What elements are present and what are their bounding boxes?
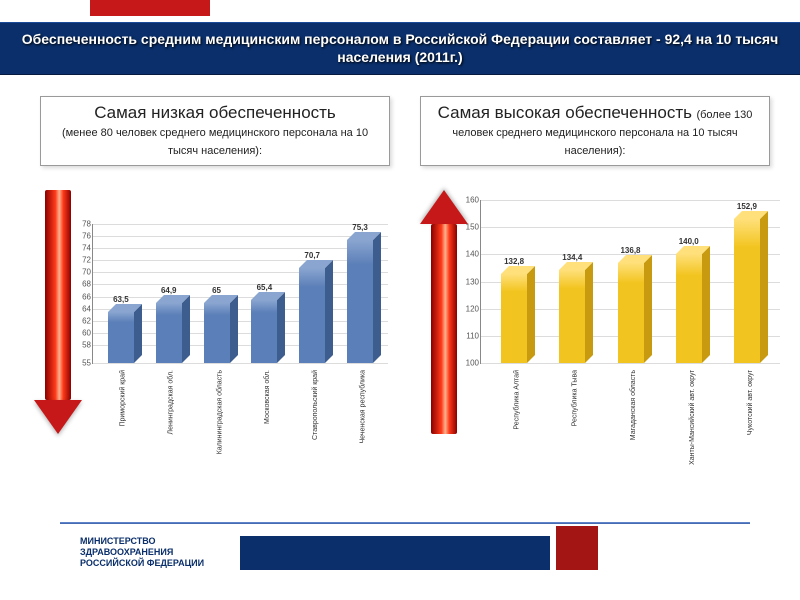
chart-highest-bar: 134,4 [543, 270, 601, 363]
chart-lowest-bar: 65 [193, 303, 241, 363]
chart-lowest-category-label: Московская обл. [264, 370, 271, 424]
chart-highest-ytick: 100 [457, 359, 479, 368]
panel-highest-headline: Самая высокая обеспеченность [438, 103, 692, 122]
chart-highest: 100110120130140150160132,8134,4136,8140,… [480, 200, 780, 454]
chart-highest-value-label: 140,0 [679, 237, 699, 246]
chart-highest-xaxis: Республика Алтай Республика Тыва Магаданск… [480, 364, 780, 444]
chart-lowest-category-label: Приморский край [120, 370, 127, 427]
chart-highest-plot: 100110120130140150160132,8134,4136,8140,… [480, 200, 780, 364]
chart-lowest-value-label: 65,4 [257, 283, 273, 292]
panel-highest: Самая высокая обеспеченность (более 130 … [420, 96, 770, 166]
chart-lowest-ytick: 58 [69, 340, 91, 349]
ministry-line2: ЗДРАВООХРАНЕНИЯ [80, 547, 204, 558]
chart-lowest-category-label: Ленинградская обл. [168, 370, 175, 435]
chart-lowest-bars: 63,564,96565,470,775,3 [93, 224, 388, 363]
chart-lowest-ytick: 76 [69, 232, 91, 241]
ministry-line1: МИНИСТЕРСТВО [80, 536, 204, 547]
chart-lowest-category-label: Чеченская республика [360, 370, 367, 444]
panel-lowest-subtext: (менее 80 человек среднего медицинского … [62, 127, 368, 157]
accent-bar-top [90, 0, 210, 16]
chart-highest-category-label: Чукотский авт. округ [747, 370, 754, 435]
ministry-label: МИНИСТЕРСТВО ЗДРАВООХРАНЕНИЯ РОССИЙСКОЙ … [80, 536, 204, 568]
chart-highest-category-label: Республика Алтай [513, 370, 520, 430]
chart-lowest-ytick: 70 [69, 268, 91, 277]
chart-lowest-value-label: 70,7 [304, 251, 320, 260]
page-title: Обеспеченность средним медицинским персо… [0, 22, 800, 75]
chart-lowest-ytick: 72 [69, 256, 91, 265]
chart-highest-ytick: 150 [457, 223, 479, 232]
chart-lowest-value-label: 75,3 [352, 223, 368, 232]
chart-lowest-ytick: 55 [69, 359, 91, 368]
chart-lowest: 55586062646668707274767863,564,96565,470… [92, 224, 388, 454]
chart-lowest-ytick: 78 [69, 220, 91, 229]
chart-highest-ytick: 140 [457, 250, 479, 259]
chart-lowest-ytick: 74 [69, 244, 91, 253]
panel-lowest: Самая низкая обеспеченность (менее 80 че… [40, 96, 390, 166]
chart-highest-value-label: 136,8 [620, 246, 640, 255]
chart-lowest-plot: 55586062646668707274767863,564,96565,470… [92, 224, 388, 364]
chart-lowest-bar: 75,3 [336, 240, 384, 363]
ministry-line3: РОССИЙСКОЙ ФЕДЕРАЦИИ [80, 558, 204, 569]
chart-highest-ytick: 160 [457, 196, 479, 205]
chart-lowest-ytick: 62 [69, 316, 91, 325]
panel-lowest-headline: Самая низкая обеспеченность [94, 103, 336, 122]
chart-highest-ytick: 120 [457, 304, 479, 313]
chart-highest-ytick: 110 [457, 331, 479, 340]
chart-lowest-value-label: 65 [212, 286, 221, 295]
chart-lowest-ytick: 64 [69, 304, 91, 313]
chart-highest-value-label: 132,8 [504, 257, 524, 266]
chart-lowest-ytick: 66 [69, 292, 91, 301]
chart-highest-value-label: 134,4 [562, 253, 582, 262]
chart-lowest-bar: 70,7 [288, 268, 336, 363]
chart-lowest-bar: 65,4 [240, 300, 288, 363]
footer-divider [60, 522, 750, 524]
chart-highest-bar: 136,8 [601, 263, 659, 363]
chart-lowest-value-label: 63,5 [113, 295, 129, 304]
chart-lowest-value-label: 64,9 [161, 286, 177, 295]
chart-lowest-ytick: 68 [69, 280, 91, 289]
chart-highest-bar: 152,9 [718, 219, 776, 363]
chart-highest-value-label: 152,9 [737, 202, 757, 211]
chart-lowest-category-label: Калининградская область [216, 370, 223, 454]
chart-lowest-bar: 64,9 [145, 303, 193, 363]
chart-lowest-category-label: Ставропольский край [312, 370, 319, 440]
chart-highest-bar: 140,0 [660, 254, 718, 363]
chart-lowest-xaxis: Приморский крайЛенинградская обл.Калинин… [92, 364, 388, 444]
chart-lowest-ytick: 60 [69, 328, 91, 337]
chart-highest-bar: 132,8 [485, 274, 543, 363]
chart-lowest-bar: 63,5 [97, 312, 145, 363]
chart-highest-category-label: Республика Тыва [572, 370, 579, 426]
footer-red-block [556, 526, 598, 570]
chart-highest-category-label: Магаданская область [630, 370, 637, 440]
chart-highest-category-label: Ханты-Мансийский авт. округ [688, 370, 695, 465]
chart-highest-ytick: 130 [457, 277, 479, 286]
chart-highest-bars: 132,8134,4136,8140,0152,9 [481, 200, 780, 363]
footer-blue-block [240, 536, 550, 570]
